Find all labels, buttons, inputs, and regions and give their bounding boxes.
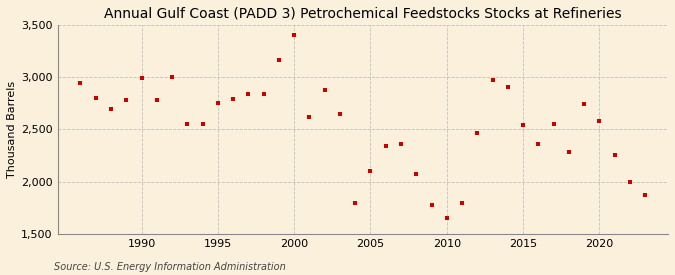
Point — [426, 202, 437, 207]
Point — [335, 112, 346, 116]
Point — [121, 98, 132, 102]
Point — [578, 102, 589, 106]
Point — [624, 180, 635, 184]
Point — [548, 122, 559, 126]
Point — [213, 101, 223, 106]
Title: Annual Gulf Coast (PADD 3) Petrochemical Feedstocks Stocks at Refineries: Annual Gulf Coast (PADD 3) Petrochemical… — [104, 7, 622, 21]
Point — [610, 153, 620, 157]
Point — [411, 172, 422, 177]
Point — [151, 98, 162, 102]
Point — [273, 58, 284, 62]
Text: Source: U.S. Energy Information Administration: Source: U.S. Energy Information Administ… — [54, 262, 286, 272]
Point — [136, 76, 147, 80]
Point — [350, 200, 360, 205]
Point — [640, 193, 651, 197]
Point — [259, 92, 269, 96]
Point — [227, 97, 238, 101]
Point — [380, 144, 391, 148]
Point — [304, 115, 315, 119]
Point — [396, 142, 406, 146]
Point — [533, 142, 544, 146]
Point — [75, 81, 86, 86]
Point — [243, 92, 254, 96]
Point — [90, 96, 101, 100]
Point — [289, 33, 300, 38]
Point — [167, 75, 178, 79]
Point — [365, 169, 376, 174]
Point — [456, 200, 467, 205]
Point — [502, 84, 513, 89]
Point — [594, 119, 605, 123]
Point — [182, 122, 193, 126]
Point — [319, 87, 330, 92]
Point — [472, 130, 483, 135]
Point — [197, 122, 208, 126]
Y-axis label: Thousand Barrels: Thousand Barrels — [7, 81, 17, 178]
Point — [441, 216, 452, 221]
Point — [487, 78, 498, 82]
Point — [564, 150, 574, 155]
Point — [105, 106, 116, 111]
Point — [518, 123, 529, 127]
